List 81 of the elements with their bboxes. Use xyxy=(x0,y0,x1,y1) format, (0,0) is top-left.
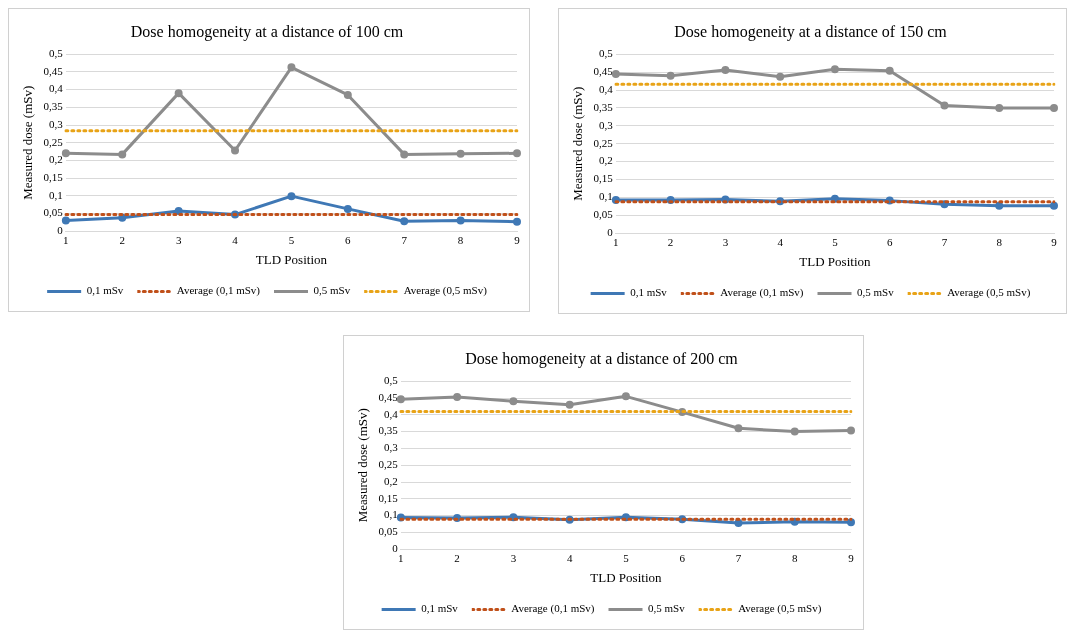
y-tick-label: 0,05 xyxy=(43,206,64,219)
x-tick-label: 6 xyxy=(886,235,893,248)
x-tick-label: 2 xyxy=(119,233,125,246)
y-tick-label: 0,3 xyxy=(599,118,614,131)
x-tick-label: 7 xyxy=(941,235,948,248)
y-tick-label: 0,4 xyxy=(599,82,614,95)
y-tick-label: 0,25 xyxy=(593,136,614,149)
x-tick-label: 9 xyxy=(1051,235,1058,248)
x-axis-title: TLD Position xyxy=(590,569,662,585)
x-tick-label: 9 xyxy=(514,233,521,246)
y-tick-label: 0,1 xyxy=(49,188,63,201)
legend-label: 0,1 mSv xyxy=(86,284,124,297)
x-tick-label: 6 xyxy=(345,233,352,246)
y-axis-title: Measured dose (mSv) xyxy=(570,86,586,201)
legend-label: Average (0,1 mSv) xyxy=(720,286,804,300)
y-tick-label: 0 xyxy=(57,224,64,237)
chart-title: Dose homogeneity at a distance of 200 cm xyxy=(465,349,739,368)
y-tick-label: 0,05 xyxy=(378,525,399,538)
x-tick-label: 3 xyxy=(722,235,729,248)
chart-title: Dose homogeneity at a distance of 150 cm xyxy=(674,22,948,41)
y-tick-label: 0,2 xyxy=(49,153,63,166)
x-tick-label: 5 xyxy=(832,235,839,248)
y-tick-label: 0,45 xyxy=(378,390,399,403)
legend-label: 0,5 mSv xyxy=(857,286,895,299)
legend-label: 0,1 mSv xyxy=(421,602,459,615)
y-tick-label: 0,3 xyxy=(384,441,399,454)
x-tick-label: 4 xyxy=(232,233,239,246)
x-tick-label: 7 xyxy=(401,233,408,246)
y-tick-label: 0,5 xyxy=(599,47,614,60)
chart-title: Dose homogeneity at a distance of 100 cm xyxy=(130,22,404,41)
y-tick-label: 0,45 xyxy=(43,64,64,77)
x-tick-label: 6 xyxy=(679,551,686,564)
x-axis-title: TLD Position xyxy=(799,253,871,269)
y-axis-title: Measured dose (mSv) xyxy=(355,408,371,523)
y-tick-label: 0,25 xyxy=(43,135,64,148)
y-tick-label: 0,4 xyxy=(49,82,64,95)
x-tick-label: 8 xyxy=(457,233,464,246)
y-tick-label: 0,05 xyxy=(593,208,614,221)
y-tick-label: 0,35 xyxy=(593,100,614,113)
x-tick-label: 1 xyxy=(63,233,69,246)
y-tick-label: 0,2 xyxy=(599,154,613,167)
y-tick-label: 0,4 xyxy=(384,407,399,420)
x-tick-label: 7 xyxy=(735,551,742,564)
x-tick-label: 4 xyxy=(566,551,573,564)
y-tick-label: 0,35 xyxy=(378,424,399,437)
x-tick-label: 3 xyxy=(510,551,517,564)
x-tick-label: 8 xyxy=(996,235,1003,248)
y-axis-title: Measured dose (mSv) xyxy=(20,85,36,200)
x-tick-label: 3 xyxy=(175,233,182,246)
y-tick-label: 0 xyxy=(607,226,614,239)
y-tick-label: 0,25 xyxy=(378,458,399,471)
x-tick-label: 1 xyxy=(398,551,404,564)
y-tick-label: 0,5 xyxy=(49,47,64,60)
x-tick-label: 9 xyxy=(848,551,855,564)
y-tick-label: 0 xyxy=(392,542,399,555)
y-tick-label: 0,15 xyxy=(43,170,64,183)
x-tick-label: 8 xyxy=(791,551,798,564)
y-tick-label: 0,3 xyxy=(49,117,64,130)
legend-label: Average (0,5 mSv) xyxy=(947,286,1031,300)
y-tick-label: 0,35 xyxy=(43,100,64,113)
x-tick-label: 1 xyxy=(613,235,619,248)
y-tick-label: 0,1 xyxy=(384,508,398,521)
x-tick-label: 4 xyxy=(777,235,784,248)
y-tick-label: 0,45 xyxy=(593,64,614,77)
legend-label: Average (0,5 mSv) xyxy=(738,602,822,616)
x-tick-label: 2 xyxy=(667,235,674,248)
legend-label: 0,5 mSv xyxy=(313,284,351,297)
x-axis-title: TLD Position xyxy=(255,251,328,267)
y-tick-label: 0,15 xyxy=(593,172,614,185)
x-tick-label: 5 xyxy=(623,551,630,564)
y-tick-label: 0,15 xyxy=(378,491,399,504)
legend-label: 0,1 mSv xyxy=(630,286,668,299)
x-tick-label: 5 xyxy=(288,233,295,246)
legend-label: Average (0,1 mSv) xyxy=(176,284,261,298)
legend-label: 0,5 mSv xyxy=(648,602,686,615)
legend-label: Average (0,5 mSv) xyxy=(403,284,488,298)
y-tick-label: 0,5 xyxy=(384,374,399,387)
legend-label: Average (0,1 mSv) xyxy=(511,602,595,616)
y-tick-label: 0,1 xyxy=(599,190,613,203)
x-tick-label: 2 xyxy=(454,551,460,564)
y-tick-label: 0,2 xyxy=(384,474,398,487)
